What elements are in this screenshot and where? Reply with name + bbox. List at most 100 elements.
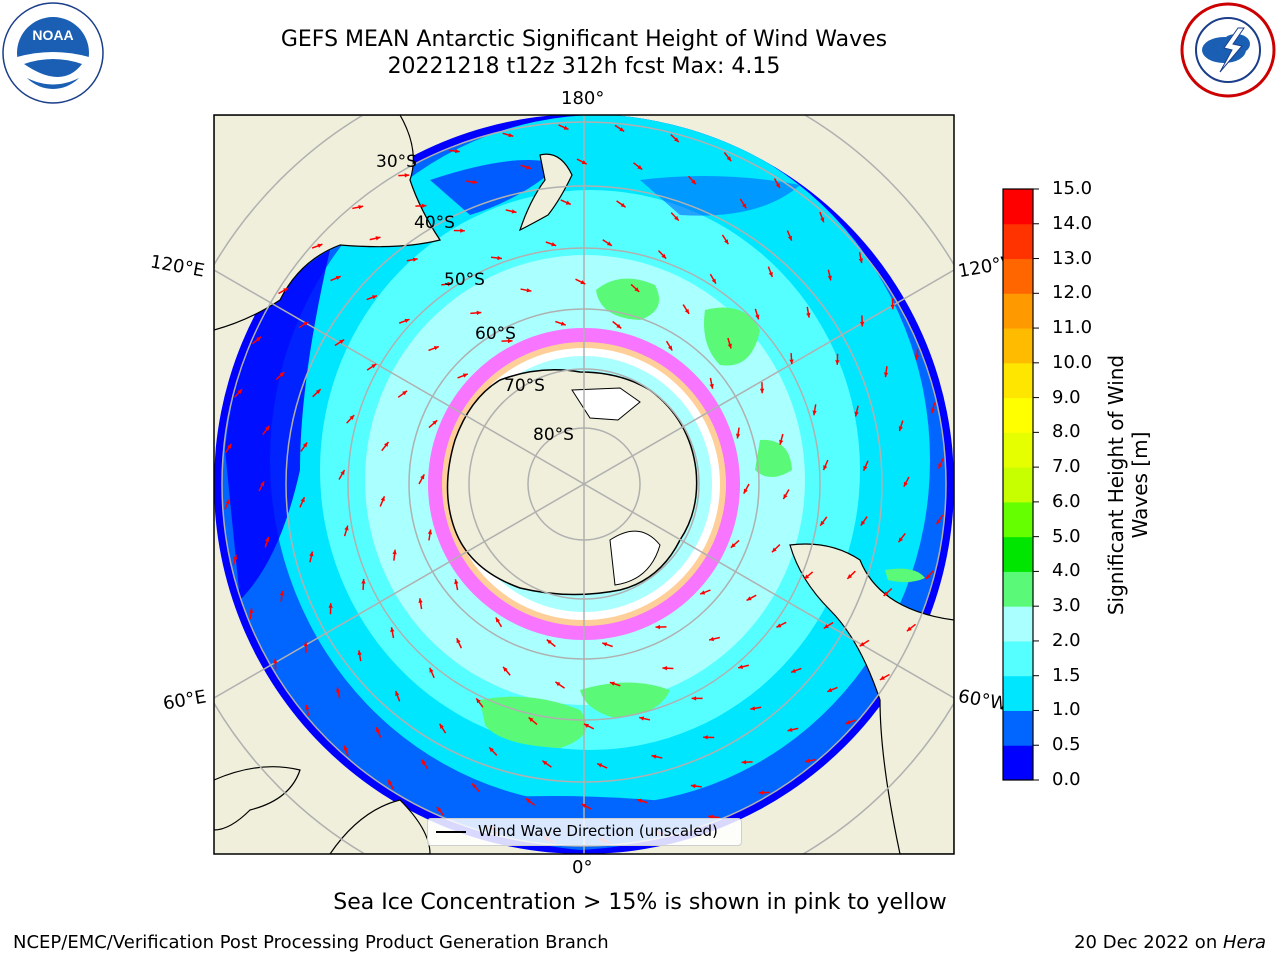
wave-direction-arrowhead: [743, 488, 748, 494]
stamp-date: 20 Dec 2022 on: [1074, 932, 1223, 953]
wave-direction-arrowhead: [565, 200, 571, 205]
wave-direction-arrowhead: [860, 520, 866, 526]
wave-direction-arrowhead: [755, 314, 760, 320]
lon-label-180: 180°: [561, 88, 605, 109]
wave-direction-arrowhead: [436, 806, 442, 812]
wave-direction-arrowhead: [371, 363, 377, 369]
lon-label-0: 0°: [572, 857, 593, 878]
colorbar-bin: [1003, 501, 1033, 538]
colorbar-bin: [1003, 189, 1033, 225]
map-legend: Wind Wave Direction (unscaled): [427, 818, 742, 846]
wave-direction-arrowhead: [303, 641, 309, 647]
colorbar-tick-label: 13.0: [1052, 247, 1093, 269]
wave-direction-arrowhead: [806, 312, 811, 318]
wave-direction-arrowhead: [237, 389, 243, 394]
colorbar-tick-label: 1.5: [1052, 664, 1081, 686]
wave-direction-arrowhead: [551, 242, 557, 247]
wave-direction-arrowhead: [427, 529, 433, 535]
wave-direction-arrowhead: [759, 388, 765, 394]
wave-direction-arrowhead: [771, 547, 777, 553]
wave-direction-arrowhead: [711, 278, 716, 284]
wave-direction-arrowhead: [546, 639, 552, 645]
colorbar-bin: [1003, 362, 1033, 399]
wave-direction-arrowhead: [775, 183, 780, 189]
wave-direction-arrowhead: [460, 228, 465, 233]
wave-direction-arrowhead: [300, 497, 305, 503]
wave-direction-arrowhead: [776, 623, 782, 628]
sea-ice-footnote: Sea Ice Concentration > 15% is shown in …: [333, 890, 947, 915]
lat-label-70s: 70°S: [504, 376, 545, 396]
wave-direction-arrowhead: [820, 217, 825, 223]
colorbar-tick-label: 1.0: [1052, 699, 1081, 721]
wave-direction-arrowhead: [279, 372, 285, 377]
wave-direction-arrowhead: [746, 596, 752, 601]
wind-wave-arrows: [224, 124, 944, 844]
nws-logo: [1176, 0, 1280, 104]
colorbar-tick-label: 0.5: [1052, 734, 1081, 756]
wave-direction-arrowhead: [511, 209, 517, 214]
graticule: [214, 115, 954, 854]
colorbar-tick-label: 0.0: [1052, 769, 1081, 790]
lat-label-50s: 50°S: [444, 270, 485, 290]
wave-direction-arrowhead: [526, 165, 532, 170]
colorbar-bin: [1003, 432, 1033, 468]
wave-direction-arrowhead: [804, 758, 810, 763]
wave-direction-arrowhead: [336, 687, 341, 693]
wave-direction-arrowhead: [497, 255, 503, 261]
colorbar-bin: [1003, 258, 1033, 294]
wave-direction-arrowhead: [447, 281, 453, 287]
wave-direction-arrowhead: [859, 642, 865, 647]
wave-direction-arrowhead: [898, 537, 903, 543]
wave-direction-arrowhead: [227, 443, 232, 449]
wave-direction-arrowhead: [863, 465, 868, 471]
colorbar-bin: [1003, 571, 1033, 607]
wave-direction-arrowhead: [563, 125, 569, 130]
wave-direction-arrowhead: [256, 336, 262, 342]
wave-direction-arrowhead: [421, 759, 426, 765]
wave-direction-arrowhead: [789, 359, 794, 365]
lat-label-40s: 40°S: [414, 213, 455, 233]
wave-direction-arrowhead: [404, 173, 410, 178]
wave-direction-arrowhead: [804, 574, 810, 580]
stamp-host: Hera: [1222, 932, 1266, 953]
wave-direction-arrowhead: [684, 308, 690, 314]
wave-direction-arrowhead: [525, 798, 531, 803]
wave-direction-arrowhead: [472, 179, 478, 185]
wave-direction-arrowhead: [472, 783, 477, 789]
wave-direction-arrowhead: [812, 410, 817, 416]
wave-direction-arrowhead: [820, 520, 825, 526]
wave-direction-arrowhead: [703, 735, 708, 740]
wave-direction-arrowhead: [503, 666, 508, 672]
wave-direction-arrowhead: [735, 433, 741, 439]
wave-direction-arrowhead: [858, 258, 863, 264]
wave-direction-arrowhead: [854, 411, 859, 417]
wave-direction-arrowhead: [302, 442, 308, 448]
wave-direction-arrowhead: [655, 624, 661, 630]
wave-direction-arrowhead: [581, 803, 587, 808]
wave-direction-arrowhead: [634, 287, 640, 292]
colorbar-tick-label: 9.0: [1052, 386, 1081, 408]
colorbar-bin: [1003, 467, 1033, 503]
colorbar-bin: [1003, 397, 1033, 433]
wave-direction-arrowhead: [768, 271, 773, 277]
colorbar-tick-label: 8.0: [1052, 421, 1081, 443]
lat-label-60s: 60°S: [475, 324, 516, 344]
wave-direction-arrowhead: [376, 727, 381, 733]
colorbar-tick-label: 5.0: [1052, 525, 1081, 547]
wave-direction-arrowhead: [265, 536, 270, 542]
wave-direction-arrowhead: [883, 591, 889, 596]
wave-direction-arrowhead: [823, 624, 829, 629]
wave-direction-arrowhead: [637, 165, 643, 170]
wave-direction-arrowhead: [583, 723, 589, 728]
wave-direction-arrowhead: [344, 525, 349, 531]
wave-direction-arrowhead: [925, 574, 931, 579]
wave-direction-arrowhead: [384, 441, 389, 447]
lat-label-30s: 30°S: [376, 152, 417, 172]
wave-direction-arrowhead: [581, 160, 587, 165]
wave-direction-arrowhead: [315, 389, 321, 394]
noaa-logo-text: NOAA: [32, 27, 73, 43]
wave-direction-arrowhead: [371, 295, 377, 300]
wave-direction-arrowhead: [616, 323, 622, 329]
wave-direction-arrowhead: [700, 590, 706, 595]
colorbar-bin: [1003, 710, 1033, 746]
